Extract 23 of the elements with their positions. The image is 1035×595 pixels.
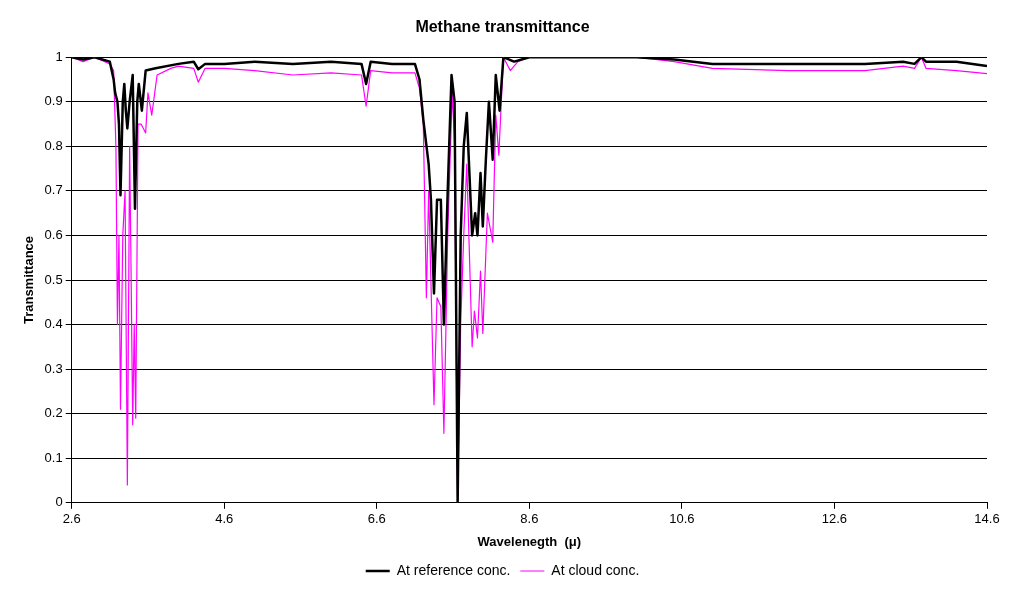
y-tick-label: 0.4 [44,316,63,332]
y-tick-label: 0.1 [44,449,63,465]
chart-title: Methane transmittance [415,18,590,36]
x-axis-title: Wavelenegth (μ) [477,533,582,549]
y-tick-label: 0.5 [44,271,63,287]
y-tick-label: 0.3 [44,360,63,376]
x-tick-label: 4.6 [215,511,234,527]
x-tick-label: 14.6 [974,511,1000,527]
y-tick-label: 0.9 [44,93,63,109]
y-tick-label: 1 [55,48,63,64]
legend-label: At reference conc. [396,561,511,578]
y-tick-label: 0.2 [44,405,63,421]
y-axis-title: Transmittance [21,235,37,325]
y-tick-label: 0.8 [44,137,63,153]
y-tick-label: 0.6 [44,227,63,243]
x-tick-label: 8.6 [520,511,539,527]
y-tick-label: 0.7 [44,182,63,198]
x-tick-label: 12.6 [821,511,848,527]
legend-label: At cloud conc. [551,561,640,578]
y-tick-label: 0 [55,494,63,510]
x-tick-label: 6.6 [367,511,386,527]
x-tick-label: 10.6 [669,511,695,527]
x-tick-label: 2.6 [62,511,81,527]
